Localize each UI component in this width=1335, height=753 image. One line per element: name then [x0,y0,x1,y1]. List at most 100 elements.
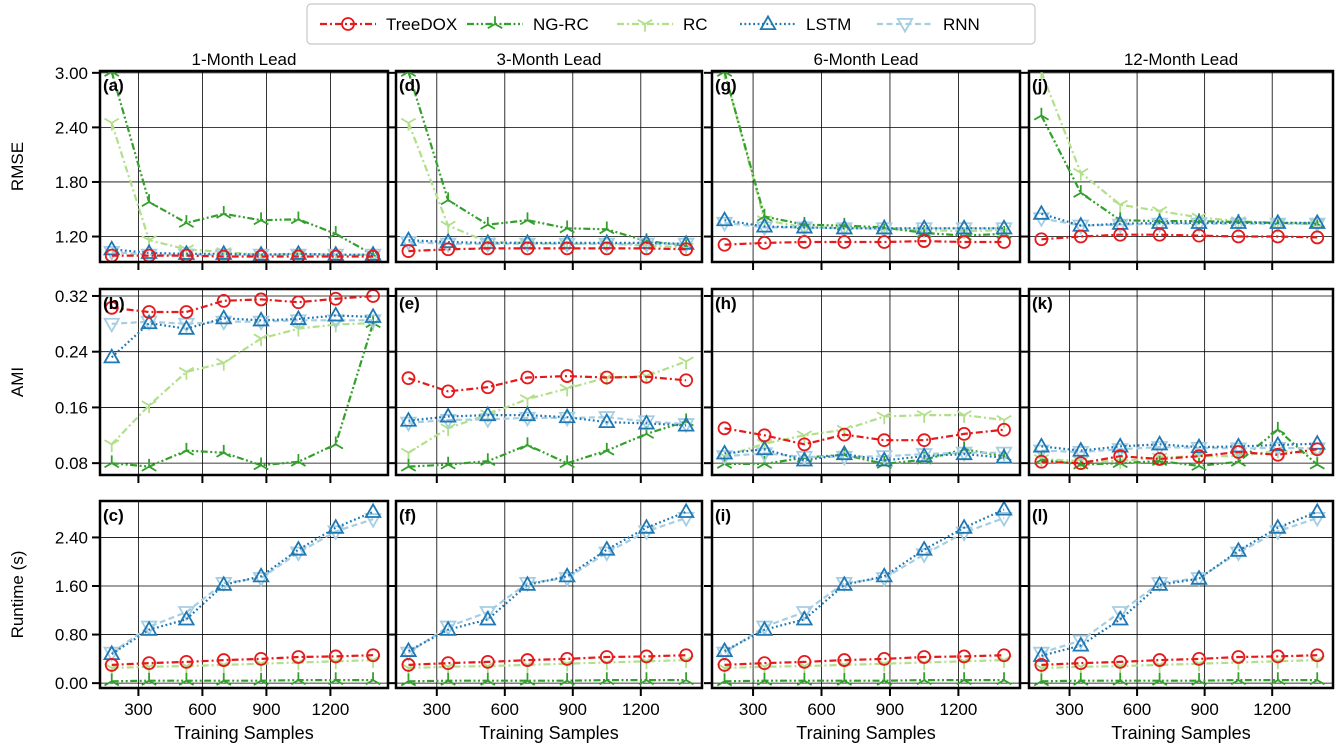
data-point-rnn [399,416,418,433]
data-point-ngrc [480,453,496,467]
column-title: 1-Month Lead [192,50,297,69]
data-point-rnn [715,216,734,233]
data-point-lstm [598,540,616,556]
data-point-lstm [177,319,196,335]
data-point-ngrc [290,453,307,467]
data-point-lstm [439,232,457,248]
x-axis-label: Training Samples [174,723,313,743]
data-point-rc [956,410,972,423]
data-point-rnn [1308,512,1326,528]
data-point-ngrc [599,221,615,235]
panel-label: (b) [103,294,125,313]
panel-label: (e) [399,294,420,313]
data-point-treedox [520,241,535,256]
data-point-lstm [289,309,308,325]
data-point-rnn [875,222,894,238]
data-point-ngrc [178,672,195,686]
series-line-rc [111,659,374,670]
series-line-rnn [1041,516,1318,654]
legend-item-lstm: LSTM [740,14,851,34]
data-point-treedox [520,370,535,385]
data-point-treedox [1073,229,1088,244]
data-point-treedox [639,369,654,384]
data-point-lstm [755,217,774,233]
data-point-ngrc [836,672,852,686]
x-axis-label: Training Samples [796,723,935,743]
data-point-lstm [364,245,382,261]
legend-item-ngrc: NG-RC [467,15,589,34]
data-point-lstm [558,566,576,583]
data-point-treedox [520,653,535,667]
series-group [715,501,1013,687]
data-point-treedox [560,241,575,256]
data-point-rnn [995,512,1013,528]
data-point-rc [290,323,307,337]
data-point-ngrc [178,442,195,456]
data-point-rnn [915,222,933,238]
data-point-treedox [797,437,812,452]
data-point-treedox [1034,454,1049,469]
x-tick-label: 1200 [622,700,660,719]
data-point-rc [916,410,932,423]
legend-marker [487,16,503,29]
data-point-treedox [104,658,119,672]
data-point-treedox [997,422,1011,437]
data-point-lstm [1269,518,1287,534]
data-point-rc [104,117,120,131]
panel-frame [1027,69,1335,264]
data-point-rnn [715,646,734,663]
y-tick-label: 0.24 [55,343,88,362]
panel-b: 0.08 0.16 0.24 0.32 (b) [55,287,390,483]
data-point-rnn [558,411,576,428]
data-point-lstm [1032,437,1051,453]
data-point-lstm [1229,541,1248,557]
series-group [715,410,1013,469]
data-point-lstm [795,218,814,234]
data-point-treedox [291,650,306,664]
data-point-rnn [835,450,854,467]
data-point-lstm [955,444,973,461]
data-point-ngrc [996,672,1012,686]
series-line-rnn [408,416,687,426]
data-point-lstm [1032,646,1051,662]
panel-label: (j) [1032,76,1048,95]
data-point-treedox [1113,654,1128,669]
series-line-lstm [1041,442,1318,452]
legend-label: TreeDOX [386,15,457,34]
data-point-ngrc [365,672,381,686]
data-point-lstm [252,566,270,583]
data-point-treedox [717,421,732,436]
series-line-rc [1040,71,1318,224]
panel-frame [98,69,390,264]
data-point-rnn [399,235,418,252]
data-point-ngrc [216,672,232,686]
data-point-rnn [1190,217,1208,234]
legend-item-rc: RC [617,15,708,34]
data-point-rnn [1190,441,1208,458]
panel-label: (h) [715,294,737,313]
y-tick-label: 0.08 [55,454,88,473]
data-point-treedox [837,235,852,249]
data-point-treedox [679,648,694,663]
data-point-rc [141,400,157,414]
y-tick-label: 1.60 [55,577,88,596]
data-point-lstm [1229,213,1248,229]
data-point-lstm [715,641,734,657]
data-point-lstm [955,518,973,534]
data-point-treedox [1113,449,1128,464]
data-point-ngrc [400,458,417,472]
data-point-rnn [558,572,576,588]
data-point-treedox [1270,229,1285,244]
data-point-treedox [717,237,732,252]
series-line-ngrc [724,448,1005,466]
data-point-lstm [915,446,933,463]
data-point-lstm [1032,204,1051,220]
data-point-ngrc [290,211,307,225]
data-point-rnn [715,450,734,466]
data-point-lstm [835,219,854,235]
series-group [102,71,382,262]
data-point-lstm [1269,435,1287,452]
series-line-ngrc [110,71,374,256]
data-point-treedox [599,650,614,664]
